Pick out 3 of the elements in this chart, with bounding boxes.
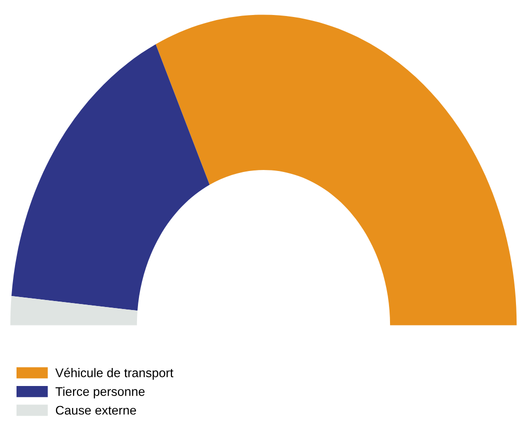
legend-label: Véhicule de transport — [55, 368, 174, 380]
legend-label: Tierce personne — [56, 386, 145, 398]
legend-label: Cause externe — [56, 406, 136, 415]
